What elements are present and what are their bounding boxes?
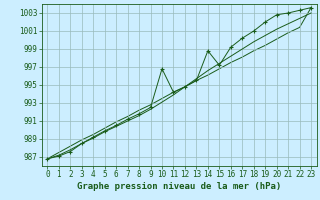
X-axis label: Graphe pression niveau de la mer (hPa): Graphe pression niveau de la mer (hPa) [77, 182, 281, 191]
